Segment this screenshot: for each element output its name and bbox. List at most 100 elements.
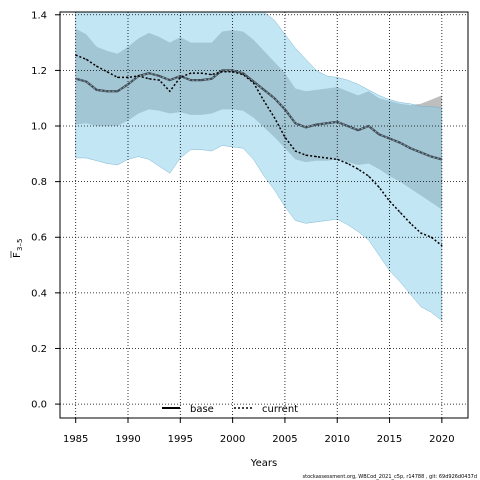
point-base-1987 (96, 89, 98, 91)
point-current-2018 (420, 232, 422, 234)
y-tick-label-0.8: 0.8 (31, 177, 47, 188)
point-current-1987 (96, 65, 98, 67)
y-axis-title-main: F (12, 252, 23, 258)
point-base-1999 (221, 69, 223, 71)
point-base-1994 (169, 79, 171, 81)
point-current-2000 (232, 71, 234, 73)
point-base-2000 (232, 69, 234, 71)
point-current-2008 (315, 156, 317, 158)
point-base-1985 (75, 78, 77, 80)
point-current-2012 (357, 168, 359, 170)
y-tick-label-0.6: 0.6 (31, 233, 47, 244)
y-axis-title: F 3–5 (10, 239, 24, 258)
point-current-2017 (409, 222, 412, 224)
point-current-2010 (336, 158, 338, 160)
x-tick-label-1985: 1985 (63, 434, 88, 445)
point-current-1990 (127, 76, 129, 78)
x-tick-label-2000: 2000 (220, 434, 245, 445)
point-base-2012 (357, 129, 359, 131)
point-current-1989 (116, 76, 119, 78)
point-base-2009 (326, 122, 328, 124)
point-base-2008 (315, 124, 317, 126)
series-points (75, 54, 443, 247)
point-current-2020 (441, 244, 443, 247)
x-tick-label-2015: 2015 (377, 434, 402, 445)
point-current-2009 (326, 157, 328, 159)
point-base-2010 (336, 121, 338, 123)
y-tick-label-1.2: 1.2 (31, 66, 47, 77)
legend-label-current: current (262, 404, 298, 415)
point-base-2014 (378, 133, 380, 135)
point-base-1996 (190, 79, 192, 81)
point-current-2013 (368, 175, 370, 177)
point-current-2019 (430, 236, 432, 238)
point-base-1988 (106, 90, 108, 92)
point-base-2011 (347, 125, 349, 127)
point-current-1998 (211, 73, 213, 76)
point-current-1985 (75, 54, 77, 56)
point-base-1997 (200, 79, 202, 81)
line-base-highlight (75, 69, 442, 160)
point-base-2002 (252, 80, 255, 83)
point-base-1989 (116, 90, 119, 92)
grid (60, 12, 468, 418)
point-current-1994 (169, 90, 171, 92)
point-base-1995 (179, 75, 181, 77)
point-base-2019 (430, 156, 432, 158)
plot-frame (59, 11, 469, 419)
axes: 1985 1990 1995 2000 2005 2010 2015 2020 0.0 0.2 0.… (31, 10, 454, 445)
point-current-2007 (305, 154, 307, 156)
point-base-2016 (399, 142, 401, 144)
point-current-2001 (242, 73, 244, 76)
y-axis-title-sub: 3–5 (16, 239, 24, 251)
point-current-1988 (106, 71, 108, 73)
y-tick-label-0.2: 0.2 (31, 344, 47, 355)
point-current-1993 (158, 79, 160, 81)
y-tick-label-0.4: 0.4 (31, 288, 47, 299)
point-base-2017 (409, 147, 412, 149)
point-current-2004 (273, 117, 276, 119)
point-current-2014 (378, 186, 380, 188)
series-lines (75, 54, 443, 247)
point-base-1986 (85, 80, 87, 83)
y-tick-label-1.0: 1.0 (31, 122, 47, 133)
legend-label-base: base (190, 404, 214, 415)
line-current (75, 54, 443, 247)
point-base-2018 (420, 151, 422, 154)
x-tick-label-1995: 1995 (168, 434, 193, 445)
confidence-bands (75, 12, 443, 322)
point-base-2007 (305, 126, 307, 128)
point-base-2015 (388, 137, 391, 140)
y-tick-label-1.4: 1.4 (31, 10, 47, 21)
point-current-2002 (252, 82, 255, 84)
y-tick-label-0.0: 0.0 (31, 400, 47, 411)
point-current-1999 (221, 71, 223, 73)
x-tick-label-2020: 2020 (429, 434, 454, 445)
point-current-2015 (388, 200, 391, 202)
point-base-2003 (263, 89, 265, 91)
footer-credit: stockassessment.org, WBCod_2021_c5p, r14… (303, 474, 477, 480)
legend: base current (162, 404, 298, 415)
point-current-2006 (294, 150, 296, 152)
point-current-1992 (148, 78, 150, 80)
point-base-2004 (273, 97, 276, 99)
x-tick-label-1990: 1990 (115, 434, 140, 445)
point-base-2005 (284, 108, 286, 110)
x-tick-label-2010: 2010 (325, 434, 350, 445)
point-current-1996 (190, 72, 192, 74)
point-current-1991 (137, 75, 140, 77)
point-current-2011 (347, 162, 349, 165)
point-current-1995 (179, 76, 181, 78)
point-base-1992 (148, 72, 150, 74)
band-current (75, 12, 443, 322)
point-base-2013 (368, 125, 370, 127)
point-base-1998 (211, 78, 213, 80)
point-base-2006 (294, 122, 296, 124)
point-current-2003 (263, 100, 265, 102)
point-base-2001 (242, 72, 244, 74)
point-current-1986 (85, 58, 87, 60)
x-axis-title: Years (250, 458, 277, 469)
point-current-1997 (200, 72, 202, 74)
point-current-2016 (399, 211, 401, 213)
